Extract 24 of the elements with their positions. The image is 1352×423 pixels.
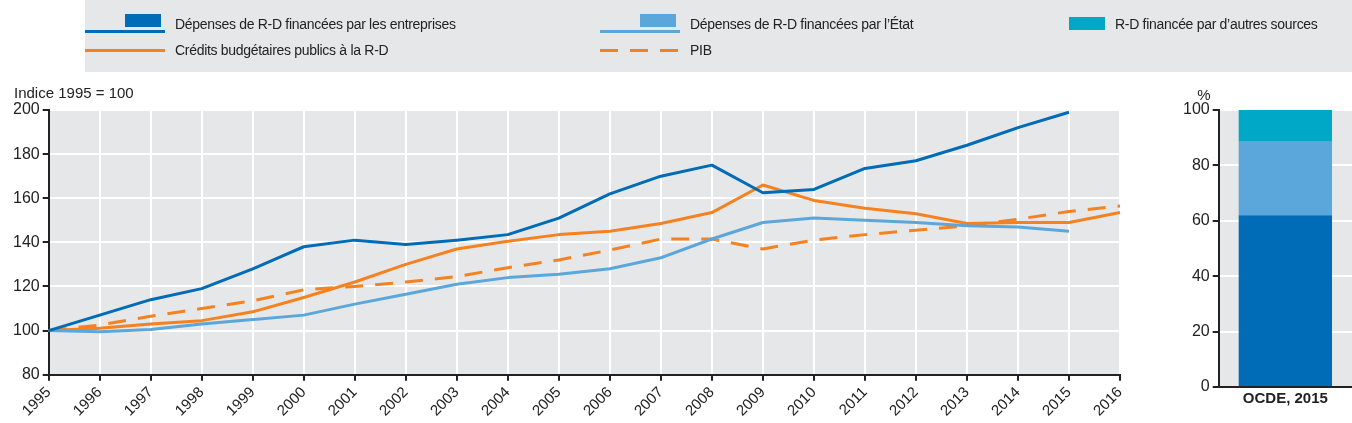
legend-label: R-D financée par d’autres sources xyxy=(1115,16,1318,32)
y-tick-label: 0 xyxy=(1200,377,1210,395)
legend-label: PIB xyxy=(690,42,712,58)
y-tick-label: 60 xyxy=(1191,211,1210,229)
legend-label: Dépenses de R-D financées par l’État xyxy=(690,16,914,32)
y-tick-label: 100 xyxy=(12,320,40,338)
y-tick-label: 140 xyxy=(12,232,40,250)
x-tick-label: OCDE, 2015 xyxy=(1242,389,1328,407)
y-tick-label: 160 xyxy=(12,188,40,206)
y-tick-label: 80 xyxy=(1191,155,1210,173)
legend-label: Dépenses de R-D financées par les entreprises xyxy=(175,16,456,32)
y-axis-title: Indice 1995 = 100 xyxy=(14,84,134,101)
bar xyxy=(1238,110,1332,142)
y-tick-label: 40 xyxy=(1191,266,1210,284)
bar xyxy=(1238,215,1332,386)
y-tick-label: 100 xyxy=(1182,100,1210,118)
bar xyxy=(1238,141,1332,216)
y-tick-label: 20 xyxy=(1191,322,1210,340)
y-tick-label: 120 xyxy=(12,276,40,294)
y-tick-label: 180 xyxy=(12,144,40,162)
y-axis-title: % xyxy=(1197,86,1211,103)
legend-label: Crédits budgétaires publics à la R-D xyxy=(175,42,389,58)
y-tick-label: 80 xyxy=(21,365,40,383)
y-tick-label: 200 xyxy=(12,100,40,118)
